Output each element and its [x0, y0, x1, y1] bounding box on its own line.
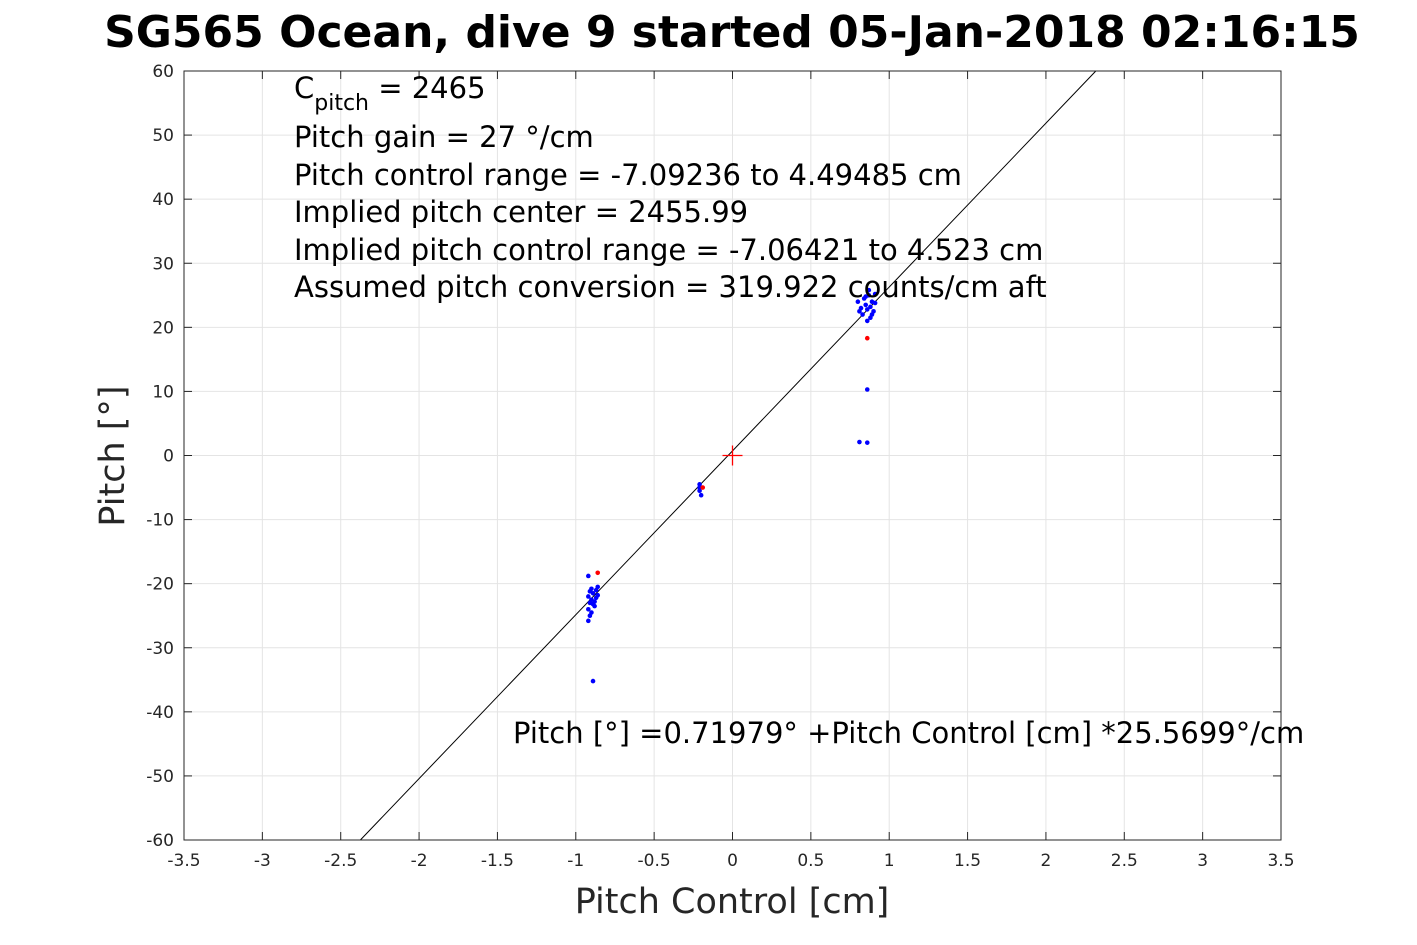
y-tick-label: 20	[152, 318, 174, 338]
x-tick-label: -3.5	[167, 851, 200, 871]
y-tick-label: 30	[152, 254, 174, 274]
data-point	[863, 302, 869, 308]
x-tick-label: 2	[1041, 851, 1052, 871]
data-point	[863, 294, 869, 299]
annotation-cpitch-subscript: pitch	[314, 91, 369, 116]
data-point	[864, 387, 870, 392]
annotation-pitch-control-range: Pitch control range = -7.09236 to 4.4948…	[294, 158, 962, 192]
x-tick-label: -2.5	[324, 851, 357, 871]
annotation-cpitch-base: C	[294, 71, 314, 105]
x-tick-label: 3	[1197, 851, 1208, 871]
y-tick-label: -10	[146, 511, 174, 531]
annotation-fit-equation: Pitch [°] =0.71979° +Pitch Control [cm] …	[513, 716, 1304, 750]
annotation-cpitch: Cpitch = 2465	[294, 71, 486, 116]
y-tick-label: 40	[152, 190, 174, 210]
data-point	[872, 300, 878, 306]
data-point	[589, 586, 594, 592]
x-tick-label: -1	[567, 851, 584, 871]
x-tick-label: -2	[411, 851, 428, 871]
data-point	[586, 573, 591, 579]
x-tick-label: 2.5	[1111, 851, 1138, 871]
x-tick-label: 1	[884, 851, 895, 871]
data-point	[697, 482, 702, 487]
y-tick-label: -20	[146, 575, 174, 595]
y-tick-label: -50	[146, 767, 174, 787]
data-point	[586, 618, 591, 624]
data-point	[869, 312, 875, 317]
data-point	[860, 312, 865, 317]
data-point	[586, 607, 591, 612]
annotation-cpitch-value: = 2465	[369, 71, 486, 105]
data-point	[697, 488, 702, 494]
x-tick-label: 1.5	[954, 851, 981, 871]
x-tick-label: 0.5	[797, 851, 824, 871]
x-tick-label: -3	[254, 851, 271, 871]
data-point	[586, 594, 591, 599]
data-point	[595, 584, 601, 590]
y-tick-label: -60	[146, 831, 174, 851]
annotation-assumed-pitch-conversion: Assumed pitch conversion = 319.922 count…	[294, 270, 1047, 304]
chart-title: SG565 Ocean, dive 9 started 05-Jan-2018 …	[104, 7, 1360, 58]
data-point	[864, 307, 870, 312]
grid	[183, 70, 1282, 841]
y-tick-label: 50	[152, 126, 174, 146]
y-tick-label: -30	[146, 639, 174, 659]
x-tick-label: -1.5	[481, 851, 514, 871]
data-point	[590, 601, 596, 607]
x-axis-label: Pitch Control [cm]	[575, 882, 890, 922]
data-point	[590, 678, 596, 684]
data-point	[866, 287, 872, 293]
y-tick-label: 0	[163, 447, 174, 467]
data-point	[857, 439, 862, 445]
annotation-implied-pitch-control-range: Implied pitch control range = -7.06421 t…	[294, 233, 1043, 267]
data-point	[872, 291, 878, 297]
data-point	[864, 318, 870, 324]
y-tick-label: 10	[152, 382, 174, 402]
data-point	[864, 335, 870, 341]
y-tick-label: -40	[146, 703, 174, 723]
data-point	[589, 610, 594, 615]
y-axis-label: Pitch [°]	[93, 385, 133, 526]
data-point	[595, 570, 601, 576]
y-tick-label: 60	[152, 62, 174, 82]
annotation-pitch-gain: Pitch gain = 27 °/cm	[294, 120, 594, 154]
center-marker-layer	[722, 445, 743, 466]
x-tick-label: 0	[727, 851, 738, 871]
x-tick-label: -0.5	[638, 851, 671, 871]
data-point	[855, 299, 861, 305]
data-point	[864, 440, 870, 445]
data-point	[868, 304, 873, 310]
data-point	[595, 592, 601, 598]
data-point	[700, 485, 706, 490]
data-point	[698, 492, 704, 498]
x-tick-label: 3.5	[1267, 851, 1294, 871]
axis-ticks: -3.5 -3 -2.5 -2 -1.5 -1 -0.5 0 0.5 1 1.5 2 2.5 3 3.5 -6…	[146, 62, 1294, 871]
annotation-implied-pitch-center: Implied pitch center = 2455.99	[294, 195, 748, 229]
data-point	[858, 305, 864, 311]
data-points	[586, 287, 878, 684]
